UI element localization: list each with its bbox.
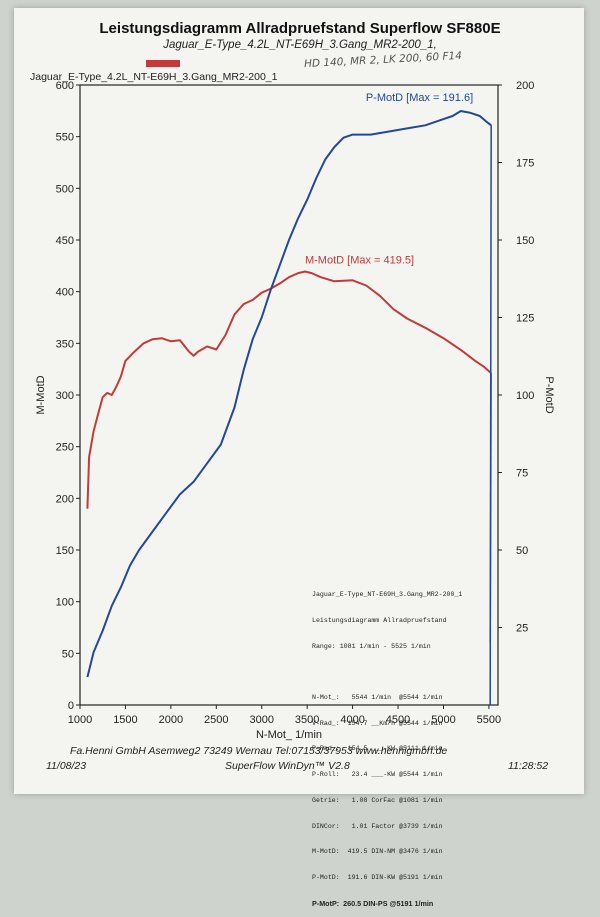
chart-labels: N-Mot_ 1/min M-MotD P-MotD M-MotD [Max = 41… (35, 92, 555, 741)
y-tick-label: 550 (56, 132, 74, 144)
y2-tick-label: 25 (516, 623, 528, 635)
legend-text: Jaguar_E-Type_4.2L_NT-E69H_3.Gang_MR2-20… (30, 71, 278, 83)
y2-tick-label: 50 (516, 545, 528, 557)
results-subtitle: Leistungsdiagramm Allradpruefstand (312, 616, 447, 624)
y2-tick-label: 75 (516, 468, 528, 480)
y-tick-label: 100 (56, 597, 74, 609)
footer-time: 11:28:52 (508, 760, 549, 772)
results-row: N-Mot_: 5544 1/min @5544 1/min (312, 693, 443, 701)
results-row: P-Rad_: 154.5 ___-KW @5111 1/min (312, 745, 443, 753)
y-axis-label: M-MotD (35, 375, 47, 414)
legend-swatch (146, 60, 180, 67)
y2-axis-label: P-MotD (543, 376, 555, 413)
x-tick-label: 4500 (386, 714, 410, 726)
x-tick-label: 3500 (295, 714, 319, 726)
results-title: Jaguar_E-Type_NT-E69H_3.Gang_MR2-200_1 (312, 591, 463, 599)
footer-software: SuperFlow WinDyn™ V2.8 (225, 760, 350, 772)
x-tick-label: 4000 (340, 714, 364, 726)
chart-ticks: 0 50 100 150 200 250 300 350 400 450 500 550 600 25 50… (56, 80, 535, 726)
results-row: DINCor: 1.01 Factor @3739 1/min (312, 822, 443, 830)
paper-sheet (14, 8, 584, 794)
results-total: P-MotP: 260.5 DIN-PS @5191 1/min (312, 898, 434, 908)
x-tick-label: 2500 (204, 714, 228, 726)
y-tick-label: 600 (56, 80, 74, 92)
results-row: Getrie: 1.08 CorFac @1081 1/min (312, 796, 443, 804)
y-tick-label: 400 (56, 287, 74, 299)
footer-company: Fa.Henni GmbH Asemweg2 73249 Wernau Tel:… (70, 745, 448, 757)
series-drop-p-motd (489, 125, 492, 706)
y2-tick-label: 100 (516, 390, 534, 402)
x-tick-label: 5500 (477, 714, 501, 726)
dyno-chart: 0 50 100 150 200 250 300 350 400 450 500 550 600 25 50… (35, 80, 555, 741)
results-row: P-Roll: 23.4 ___-KW @5544 1/min (312, 771, 443, 779)
results-row: P-MotD: 191.6 DIN-KW @5191 1/min (312, 874, 443, 882)
results-row: V-Rad_: 154.7 __Km/h @5544 1/min (312, 719, 443, 727)
x-tick-label: 2000 (159, 714, 183, 726)
y-tick-label: 200 (56, 493, 74, 505)
series-annotation-m-motd: M-MotD [Max = 419.5] (305, 255, 414, 267)
x-tick-label: 5000 (431, 714, 455, 726)
chart-series (86, 110, 492, 706)
series-line-m-motd (86, 270, 492, 509)
results-range: Range: 1081 1/min - 5525 1/min (312, 642, 431, 650)
y2-tick-label: 125 (516, 313, 534, 325)
series-line-p-motd (86, 110, 492, 678)
chart-title: Leistungsdiagramm Allradpruefstand Super… (99, 20, 501, 37)
y-tick-label: 50 (62, 648, 74, 660)
y2-tick-label: 200 (516, 80, 534, 92)
y-tick-label: 500 (56, 183, 74, 195)
series-annotation-p-motd: P-MotD [Max = 191.6] (366, 92, 473, 104)
chart-subtitle: Jaguar_E-Type_4.2L_NT-E69H_3.Gang_MR2-20… (163, 39, 437, 51)
y-tick-label: 450 (56, 235, 74, 247)
y-tick-label: 150 (56, 545, 74, 557)
y2-tick-label: 150 (516, 235, 534, 247)
y-tick-label: 250 (56, 442, 74, 454)
footer-date: 11/08/23 (46, 760, 87, 772)
results-row: M-MotD: 419.5 DIN-NM @3476 1/min (312, 848, 443, 856)
y-tick-label: 300 (56, 390, 74, 402)
y-tick-label: 0 (68, 700, 74, 712)
y-tick-label: 350 (56, 338, 74, 350)
x-tick-label: 1000 (68, 714, 92, 726)
x-axis-label: N-Mot_ 1/min (256, 729, 322, 741)
y2-tick-label: 175 (516, 158, 534, 170)
x-tick-label: 3000 (249, 714, 273, 726)
x-tick-label: 1500 (113, 714, 137, 726)
